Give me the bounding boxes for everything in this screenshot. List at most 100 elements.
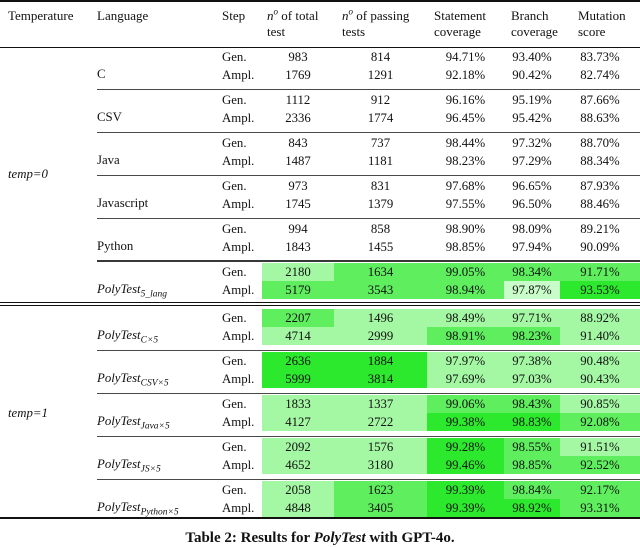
language-label: PolyTest — [97, 371, 141, 385]
group-separator-rule — [97, 435, 640, 437]
language-label: PolyTest — [97, 414, 141, 428]
total-tests-cell: 1843 — [285, 240, 311, 254]
mutation-score-cell: 87.66% — [580, 93, 620, 107]
passing-tests-cell: 1623 — [334, 481, 427, 499]
passing-tests-cell: 737 — [370, 136, 391, 150]
mutation-score-cell: 93.31% — [560, 499, 640, 518]
language-label: C — [97, 67, 106, 81]
table-row: Ampl. 4652 3180 99.46% 98.85% 92.52% — [0, 456, 640, 474]
col-header-mutation-score: Mutation score — [560, 1, 640, 48]
mutation-score-cell: 83.73% — [580, 50, 620, 64]
step-cell: Ampl. — [222, 458, 255, 472]
superscript-o: o — [273, 6, 279, 17]
branch-coverage-cell: 98.84% — [504, 481, 560, 499]
header-row: Temperature Language Step no of total te… — [0, 1, 640, 48]
table-row: Java Gen. 843 737 98.44% 97.32% 88.70% — [0, 134, 640, 167]
statement-coverage-cell: 99.38% — [427, 413, 504, 431]
total-tests-cell: 4714 — [262, 327, 334, 345]
group-separator-row — [0, 213, 640, 220]
branch-coverage-cell: 97.29% — [512, 154, 552, 168]
total-tests-cell: 5999 — [262, 370, 334, 388]
statement-coverage-cell: 99.06% — [427, 395, 504, 413]
statement-coverage-cell: 99.46% — [427, 456, 504, 474]
step-cell: Ampl. — [222, 283, 255, 297]
statement-coverage-cell: 99.39% — [427, 499, 504, 518]
language-label: PolyTest — [97, 328, 141, 342]
mutation-score-cell: 90.43% — [560, 370, 640, 388]
statement-coverage-cell: 97.68% — [445, 179, 486, 193]
total-tests-cell: 2180 — [262, 263, 334, 281]
statement-coverage-cell: 92.18% — [445, 68, 486, 82]
mutation-score-cell: 88.46% — [580, 197, 620, 211]
table-row: CSV Gen. 1112 912 96.16% 95.19% 87.66% — [0, 91, 640, 124]
col-header-statement-coverage: Statement coverage — [427, 1, 504, 48]
table-row: Javascript Gen. 973 831 97.68% 96.65% 87.93% — [0, 177, 640, 210]
results-table: Temperature Language Step no of total te… — [0, 0, 640, 519]
total-tests-cell: 1487 — [285, 154, 311, 168]
group-separator — [97, 170, 640, 177]
step-cell: Ampl. — [222, 197, 255, 211]
step-cell: Ampl. — [222, 111, 255, 125]
table-row: Ampl. 4714 2999 98.91% 98.23% 91.40% — [0, 327, 640, 345]
group-separator-rule — [97, 478, 640, 480]
branch-coverage-cell: 96.50% — [512, 197, 552, 211]
step-cell: Ampl. — [222, 154, 255, 168]
branch-coverage-cell: 98.83% — [504, 413, 560, 431]
passing-tests-cell: 858 — [370, 222, 391, 236]
mutation-score-cell: 93.53% — [560, 281, 640, 299]
group-separator — [97, 84, 640, 91]
total-tests-cell: 4848 — [262, 499, 334, 518]
statement-coverage-cell: 98.85% — [445, 240, 486, 254]
group-separator-rule — [97, 88, 640, 90]
branch-coverage-cell: 97.87% — [504, 281, 560, 299]
statement-coverage-cell: 99.05% — [427, 263, 504, 281]
group-separator — [97, 213, 640, 220]
step-cell: Gen. — [222, 136, 247, 150]
passing-tests-cell: 1496 — [334, 309, 427, 327]
mutation-score-cell: 91.40% — [560, 327, 640, 345]
col-header-branch-coverage: Branch coverage — [504, 1, 560, 48]
total-tests-cell: 1745 — [285, 197, 311, 211]
statement-coverage-cell: 99.39% — [427, 481, 504, 499]
mutation-score-cell: 88.70% — [580, 136, 620, 150]
group-separator-row — [0, 474, 640, 481]
mutation-score-cell: 89.21% — [580, 222, 620, 236]
language-subscript: JS×5 — [140, 464, 161, 475]
branch-coverage-cell: 98.43% — [504, 395, 560, 413]
passing-tests-label: of passing tests — [342, 8, 410, 39]
group-separator-row — [0, 127, 640, 134]
step-cell: Gen. — [222, 397, 247, 411]
total-tests-cell: 2092 — [262, 438, 334, 456]
passing-tests-cell: 2722 — [334, 413, 427, 431]
mutation-score-cell: 82.74% — [580, 68, 620, 82]
passing-tests-cell: 3405 — [334, 499, 427, 518]
passing-tests-cell: 912 — [370, 93, 391, 107]
statement-coverage-cell: 98.49% — [427, 309, 504, 327]
mutation-score-cell: 90.48% — [560, 352, 640, 370]
table-row: PolyTestCSV×5 Gen. 2636 1884 97.97% 97.38% 90.… — [0, 352, 640, 388]
language-label: Java — [97, 153, 120, 167]
total-tests-cell: 1833 — [262, 395, 334, 413]
step-cell: Ampl. — [222, 501, 255, 515]
total-tests-cell: 2636 — [262, 352, 334, 370]
table-caption: Table 2: Results for PolyTest with GPT-4… — [0, 530, 640, 547]
passing-tests-cell: 1884 — [334, 352, 427, 370]
step-cell: Gen. — [222, 354, 247, 368]
branch-coverage-cell: 95.19% — [512, 93, 552, 107]
mutation-score-cell: 92.08% — [560, 413, 640, 431]
caption-polytest: PolyTest — [313, 530, 366, 546]
statement-coverage-cell: 98.44% — [445, 136, 486, 150]
branch-coverage-cell: 96.65% — [512, 179, 552, 193]
step-cell: Gen. — [222, 265, 247, 279]
language-cell: PolyTestC×5 — [97, 309, 222, 345]
table-row: Ampl. 5179 3543 98.94% 97.87% 93.53% — [0, 281, 640, 299]
mutation-score-cell: 88.63% — [580, 111, 620, 125]
language-cell: Java — [97, 134, 222, 170]
language-label: Javascript — [97, 196, 149, 210]
table-row: Ampl. 1487 1181 98.23% 97.29% 88.34% — [0, 152, 640, 170]
table-row: Ampl. 1843 1455 98.85% 97.94% 90.09% — [0, 238, 640, 256]
statement-coverage-cell: 98.90% — [445, 222, 486, 236]
group-separator-row — [0, 345, 640, 352]
branch-coverage-cell: 97.94% — [512, 240, 552, 254]
caption-prefix: Table 2: Results for — [185, 530, 314, 546]
